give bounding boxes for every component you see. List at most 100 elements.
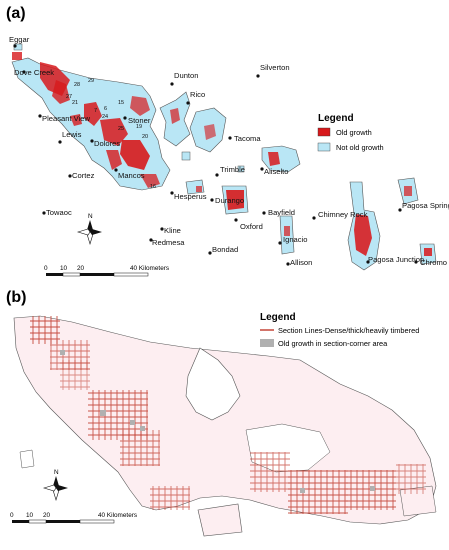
town-label: Trimble bbox=[220, 165, 245, 174]
north-arrow-b: N bbox=[42, 469, 68, 502]
legend-a-title: Legend bbox=[318, 113, 354, 124]
town-chimney-rock: Chimney Rock bbox=[312, 210, 368, 220]
town-label: Tacoma bbox=[234, 134, 261, 143]
town-label: Redmesa bbox=[152, 238, 185, 247]
town-pagosa-springs: Pagosa Springs bbox=[398, 201, 449, 212]
town-label: Rico bbox=[190, 90, 205, 99]
town-bayfield: Bayfield bbox=[262, 208, 295, 217]
north-label-a: N bbox=[88, 213, 93, 220]
town-dot bbox=[58, 140, 62, 144]
town-dot bbox=[170, 82, 174, 86]
town-label: Pagosa Springs bbox=[402, 201, 449, 210]
section-number: 28 bbox=[74, 82, 80, 88]
town-label: Durango bbox=[215, 196, 244, 205]
panel-b-label: (b) bbox=[6, 289, 26, 306]
town-label: Kline bbox=[164, 226, 181, 235]
section-number: 27 bbox=[66, 94, 72, 100]
towns: Eggar Dove Creek Dunton Silverton Rico Pleasa… bbox=[9, 35, 449, 267]
town-label: Hesperus bbox=[174, 192, 207, 201]
scale-b-0: 0 bbox=[10, 512, 14, 519]
town-dot bbox=[38, 114, 42, 118]
town-dot bbox=[234, 218, 238, 222]
section-number: 15 bbox=[118, 100, 124, 106]
town-label: Stoner bbox=[128, 116, 151, 125]
section-number: 20 bbox=[142, 134, 148, 140]
town-dot bbox=[210, 198, 214, 202]
forest-region-aiiselto bbox=[261, 145, 301, 173]
town-bondad: Bondad bbox=[208, 245, 238, 255]
town-eggar: Eggar bbox=[9, 35, 30, 48]
town-dot bbox=[278, 241, 282, 245]
town-label: Allison bbox=[290, 258, 312, 267]
section-lines-dense bbox=[30, 316, 426, 514]
town-dot bbox=[228, 136, 232, 140]
section-number: 7 bbox=[94, 108, 97, 114]
scale-a-0: 0 bbox=[44, 265, 48, 272]
town-dot bbox=[123, 116, 127, 120]
town-label: Aiiselto bbox=[264, 167, 288, 176]
town-dot bbox=[286, 262, 290, 266]
town-dot bbox=[414, 260, 418, 264]
scale-bar-a: 0 10 20 40 Kilometers bbox=[44, 265, 169, 277]
section-number: 24 bbox=[102, 114, 108, 120]
town-label: Pagosa Junction bbox=[368, 255, 424, 264]
forest-region-allison bbox=[279, 215, 295, 255]
town-rico: Rico bbox=[186, 90, 205, 105]
legend-b-gray-swatch bbox=[260, 339, 274, 347]
legend-a: Legend Old growth Not old growth bbox=[317, 113, 384, 152]
section-number: 6 bbox=[104, 106, 107, 112]
town-trimble: Trimble bbox=[215, 165, 245, 177]
section-number: 25 bbox=[118, 126, 124, 132]
north-arrow-a: N bbox=[76, 213, 102, 246]
town-dot bbox=[312, 216, 316, 220]
town-ignacio: Ignacio bbox=[278, 235, 308, 245]
north-label-b: N bbox=[54, 469, 59, 476]
town-dot bbox=[208, 251, 212, 255]
town-dot bbox=[114, 168, 118, 172]
scale-b-20: 20 bbox=[43, 512, 51, 519]
town-dot bbox=[256, 74, 260, 78]
town-pagosa-junction: Pagosa Junction bbox=[366, 255, 424, 264]
town-tacoma: Tacoma bbox=[228, 134, 261, 143]
forest-region-rico bbox=[159, 91, 227, 153]
town-chromo: Chromo bbox=[414, 258, 447, 267]
legend-b-title: Legend bbox=[260, 312, 296, 323]
town-dot bbox=[366, 260, 370, 264]
town-aiiselto: Aiiselto bbox=[260, 167, 288, 176]
legend-b-section-lines: Section Lines-Dense/thick/heavily timber… bbox=[278, 326, 419, 335]
scale-b-10: 10 bbox=[26, 512, 34, 519]
town-redmesa: Redmesa bbox=[149, 238, 185, 247]
legend-a-old-growth: Old growth bbox=[336, 128, 372, 137]
town-label: Lewis bbox=[62, 130, 82, 139]
scale-a-20: 20 bbox=[77, 265, 85, 272]
town-label: Dolores bbox=[94, 139, 120, 148]
scale-a-10: 10 bbox=[60, 265, 68, 272]
forest-region-west bbox=[11, 57, 171, 191]
town-label: Ignacio bbox=[283, 235, 308, 244]
town-pleasant-view: Pleasant View bbox=[38, 114, 90, 123]
town-label: Towaoc bbox=[46, 208, 72, 217]
town-dot bbox=[90, 139, 94, 143]
old-growth-corners bbox=[60, 350, 375, 493]
town-dot bbox=[170, 191, 174, 195]
town-oxford: Oxford bbox=[234, 218, 263, 231]
town-label: Silverton bbox=[260, 63, 290, 72]
town-dot bbox=[398, 208, 402, 212]
town-label: Chimney Rock bbox=[318, 210, 368, 219]
town-label: Dove Creek bbox=[14, 68, 54, 77]
panel-a: (a) bbox=[6, 5, 449, 277]
town-allison: Allison bbox=[286, 258, 312, 267]
legend-b: Legend Section Lines-Dense/thick/heavily… bbox=[260, 312, 419, 348]
scale-b-40km: 40 Kilometers bbox=[98, 512, 137, 519]
town-dot bbox=[262, 211, 266, 215]
town-mancos: Mancos bbox=[114, 168, 145, 180]
forest-region-pagosa bbox=[347, 177, 437, 271]
town-dot bbox=[22, 70, 26, 74]
section-number: 21 bbox=[72, 100, 78, 106]
town-label: Eggar bbox=[9, 35, 30, 44]
town-label: Bayfield bbox=[268, 208, 295, 217]
legend-a-swatch-not-old bbox=[317, 142, 331, 152]
town-dunton: Dunton bbox=[170, 71, 199, 86]
town-dot bbox=[186, 101, 190, 105]
